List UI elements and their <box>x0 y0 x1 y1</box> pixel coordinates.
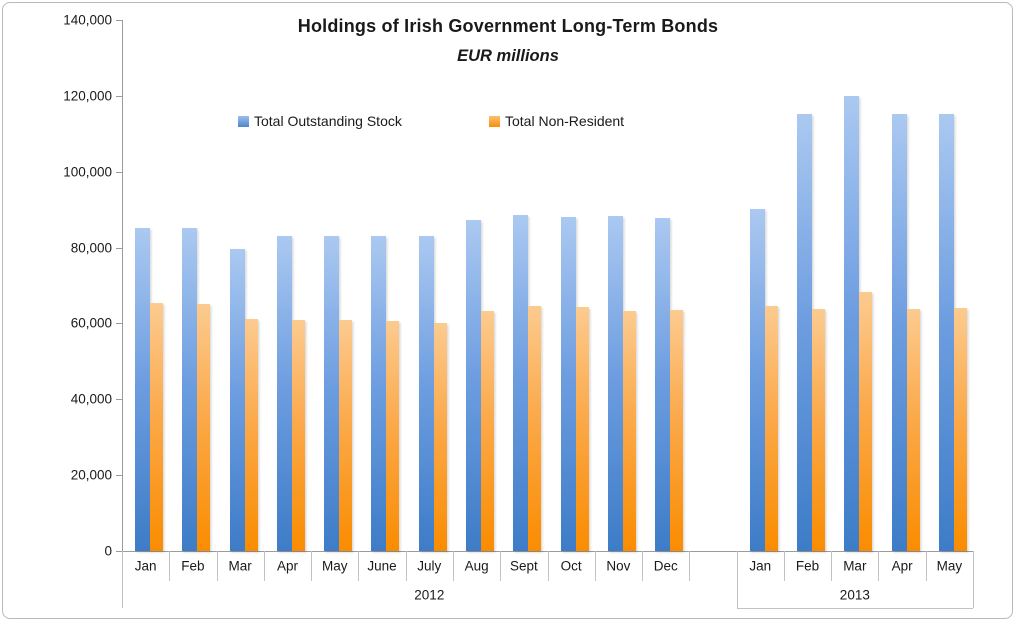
y-tick-label: 0 <box>104 543 112 559</box>
y-tick-label: 60,000 <box>70 315 112 331</box>
y-tick-mark <box>116 171 123 173</box>
x-month-label: Feb <box>795 558 820 574</box>
x-month-label: June <box>367 558 397 574</box>
x-axis-divider <box>263 551 265 581</box>
x-month-label: May <box>936 558 963 574</box>
x-axis-divider <box>878 551 880 581</box>
y-tick-label: 80,000 <box>70 240 112 256</box>
x-axis-divider <box>169 551 171 581</box>
x-month-label: Dec <box>653 558 678 574</box>
bar-nonresident-2012-may <box>339 320 353 551</box>
legend-label: Total Non-Resident <box>505 113 625 129</box>
bar-outstanding-2012-aug <box>466 220 481 551</box>
x-axis-divider <box>831 551 833 581</box>
bar-nonresident-2012-jan <box>150 303 164 551</box>
x-month-label: Sept <box>509 558 538 574</box>
x-axis-divider <box>311 551 313 581</box>
x-axis-divider <box>783 551 785 581</box>
x-axis-divider <box>452 551 454 581</box>
bar-outstanding-2012-july <box>418 236 434 551</box>
x-month-label: Jan <box>134 558 157 574</box>
x-axis-divider <box>736 551 738 608</box>
bar-outstanding-2013-apr <box>891 114 907 551</box>
y-tick-mark <box>116 399 123 401</box>
y-tick-mark <box>116 247 123 249</box>
x-month-label: Nov <box>606 558 631 574</box>
legend-item-total-non-resident: Total Non-Resident <box>489 113 624 129</box>
x-month-label: Mar <box>228 558 252 574</box>
bar-outstanding-2012-feb <box>182 228 198 551</box>
bar-nonresident-2012-mar <box>244 319 258 551</box>
legend-label: Total Outstanding Stock <box>254 113 402 129</box>
x-month-label: Aug <box>464 558 489 574</box>
bar-nonresident-2012-june <box>386 321 400 551</box>
x-axis-divider <box>122 551 123 608</box>
bar-nonresident-2012-dec <box>670 310 684 551</box>
bar-nonresident-2013-mar <box>859 292 873 551</box>
x-axis-divider <box>689 551 691 581</box>
bar-nonresident-2013-may <box>953 308 967 551</box>
x-year-label-2012: 2012 <box>414 587 445 603</box>
y-tick-mark <box>116 20 123 22</box>
y-tick-mark <box>116 95 123 97</box>
y-axis-line <box>122 20 123 551</box>
bar-nonresident-2013-apr <box>906 309 920 551</box>
y-tick-label: 20,000 <box>70 467 112 483</box>
y-tick-mark <box>116 323 123 325</box>
x-month-label: Apr <box>891 558 913 574</box>
bar-outstanding-2012-may <box>324 236 340 551</box>
y-tick-mark <box>116 475 123 477</box>
x-axis-divider <box>547 551 549 581</box>
bar-outstanding-2012-mar <box>229 249 245 551</box>
chart-subtitle: EUR millions <box>457 47 559 65</box>
x-axis-divider <box>216 551 218 581</box>
bar-nonresident-2012-apr <box>291 320 305 551</box>
bar-nonresident-2012-sept <box>528 306 542 551</box>
x-axis-divider <box>594 551 596 581</box>
bar-outstanding-2013-may <box>938 114 954 551</box>
legend-swatch-blue-icon <box>238 115 249 127</box>
y-tick-mark <box>116 551 123 552</box>
x-month-label: Jan <box>749 558 772 574</box>
y-tick-label: 40,000 <box>70 391 112 407</box>
bar-outstanding-2012-jan <box>135 228 151 551</box>
bar-outstanding-2012-apr <box>276 236 292 551</box>
bar-nonresident-2012-july <box>433 323 447 551</box>
bar-nonresident-2013-feb <box>811 309 825 551</box>
x-axis-divider <box>358 551 360 581</box>
legend-item-total-outstanding-stock: Total Outstanding Stock <box>238 113 402 129</box>
bar-outstanding-2013-feb <box>796 114 812 551</box>
bar-nonresident-2012-nov <box>622 311 636 551</box>
x-month-label: May <box>321 558 348 574</box>
x-axis-divider <box>500 551 502 581</box>
x-axis-divider <box>405 551 407 581</box>
x-month-label: Mar <box>843 558 867 574</box>
y-tick-label: 100,000 <box>63 164 112 180</box>
chart-title: Holdings of Irish Government Long-Term B… <box>297 16 719 36</box>
bar-outstanding-2013-jan <box>749 209 765 551</box>
x-month-label: Apr <box>276 558 298 574</box>
bar-outstanding-2013-mar <box>844 96 860 551</box>
bar-nonresident-2013-jan <box>764 306 778 551</box>
bar-nonresident-2012-feb <box>197 304 211 551</box>
bar-outstanding-2012-june <box>371 236 387 551</box>
bar-outstanding-2012-dec <box>655 218 671 551</box>
x-axis-divider <box>925 551 927 581</box>
bar-nonresident-2012-aug <box>481 311 494 551</box>
x-axis-divider <box>642 551 644 581</box>
x-axis-divider <box>973 551 975 608</box>
y-tick-label: 120,000 <box>63 88 112 104</box>
bar-outstanding-2012-oct <box>560 217 576 551</box>
x-month-label: July <box>417 558 442 574</box>
y-tick-label: 140,000 <box>63 12 112 28</box>
x-month-label: Feb <box>181 558 205 574</box>
bar-nonresident-2012-oct <box>575 307 589 551</box>
legend-swatch-orange-icon <box>489 115 500 127</box>
x-year-label-2013: 2013 <box>839 587 870 603</box>
x-axis-2013-bottom-line <box>736 608 974 609</box>
bar-outstanding-2012-nov <box>607 216 623 551</box>
bar-outstanding-2012-sept <box>513 215 529 551</box>
x-month-label: Oct <box>560 558 582 574</box>
